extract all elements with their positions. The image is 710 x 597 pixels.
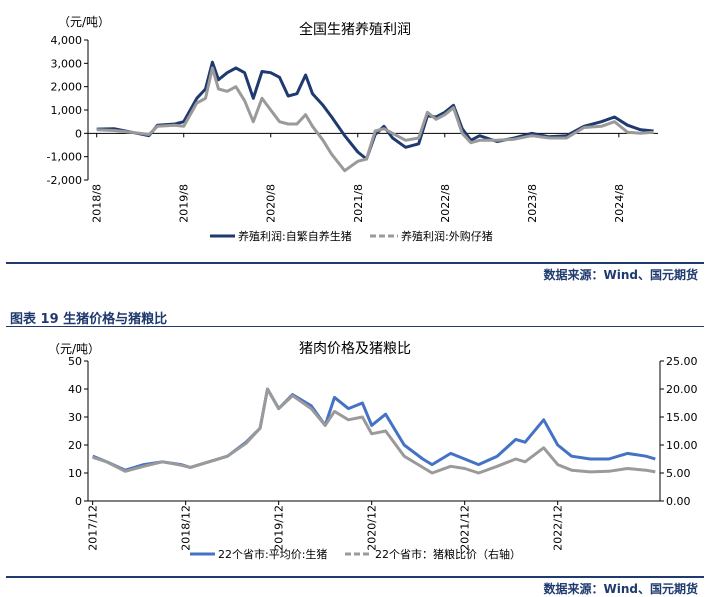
chart-title: 猪肉价格及猪粮比 [299, 341, 411, 357]
x-tick-label: 2020/12 [366, 505, 379, 551]
series-line-2 [96, 66, 654, 173]
y-tick-label: 3,000 [51, 57, 83, 70]
chart-title: 全国生猪养殖利润 [299, 21, 411, 38]
y-tick-label: 2,000 [51, 81, 83, 94]
divider-2 [6, 576, 704, 578]
series-line-1 [92, 387, 656, 472]
y-tick-label: 0 [75, 127, 82, 140]
caption-underline [6, 326, 704, 327]
x-tick-label: 2022/8 [439, 184, 452, 223]
y-tick-label: 20 [68, 439, 82, 452]
y-tick-label: -2,000 [47, 174, 82, 187]
legend-label-1: 养殖利润:自繁自养生猪 [238, 229, 352, 243]
y-tick-label: 40 [68, 383, 82, 396]
legend-label-1: 22个省市:平均价:生猪 [218, 547, 327, 561]
price-ratio-chart: 猪肉价格及猪粮比 （元/吨）50 40 30 20 10 0 25.00 20.00 15.00 1… [48, 341, 698, 561]
y-axis-unit: （元/吨） [48, 342, 100, 356]
y-tick-label: 50 [68, 355, 82, 368]
x-tick-label: 2019/8 [178, 184, 191, 223]
y-tick-label: 10 [68, 467, 82, 480]
x-tick-label: 2021/12 [459, 505, 472, 551]
x-tick-label: 2023/8 [526, 184, 539, 223]
x-tick-label: 2021/8 [352, 184, 365, 223]
y-tick-label: 30 [68, 411, 82, 424]
legend-label-2: 养殖利润:外购仔猪 [401, 229, 493, 243]
x-tick-label: 2017/12 [87, 505, 100, 551]
source-label-1: 数据来源：Wind、国元期货 [543, 268, 698, 282]
y2-tick-label: 10.00 [666, 439, 698, 452]
y2-tick-label: 5.00 [666, 467, 691, 480]
y-tick-label: 1,000 [51, 104, 83, 117]
y2-tick-label: 15.00 [666, 411, 698, 424]
x-tick-label: 2019/12 [273, 505, 286, 551]
series-line-1 [96, 60, 654, 161]
divider-1 [6, 262, 704, 264]
source-label-2: 数据来源：Wind、国元期货 [543, 582, 698, 596]
y2-tick-label: 25.00 [666, 355, 698, 368]
figure-caption: 图表 19 生猪价格与猪粮比 [10, 312, 168, 327]
x-tick-label: 2020/8 [265, 184, 278, 223]
y-tick-label: -1,000 [47, 151, 82, 164]
x-tick-label: 2024/8 [613, 184, 626, 223]
y-tick-label: 4,000 [51, 34, 83, 47]
y2-tick-label: 20.00 [666, 383, 698, 396]
y-axis-unit: （元/吨） [58, 15, 110, 29]
y2-tick-label: 0.00 [666, 495, 691, 508]
series-line-2 [92, 387, 656, 475]
x-tick-label: 2022/12 [552, 505, 565, 551]
x-tick-label: 2018/8 [91, 184, 104, 223]
profit-chart: 全国生猪养殖利润 （元/吨） 4,000 3,000 2,000 1,000 0 -1,000… [47, 15, 658, 243]
y-tick-label: 0 [75, 495, 82, 508]
x-tick-label: 2018/12 [180, 505, 193, 551]
legend-label-2: 22个省市：猪粮比价（右轴） [375, 547, 521, 561]
